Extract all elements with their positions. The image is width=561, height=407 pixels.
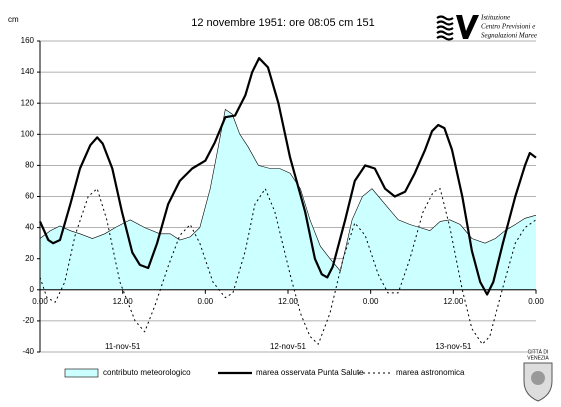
chart-title: 12 novembre 1951: ore 08:05 cm 151 — [191, 17, 374, 29]
x-tick-label: 0.00 — [32, 297, 48, 306]
logo-waves — [436, 15, 454, 41]
city-emblem: CITTÀ DI VENEZIA — [523, 348, 553, 402]
city-text: VENEZIA — [527, 355, 549, 361]
day-label: 11-nov-51 — [105, 342, 141, 351]
legend-label: marea astronomica — [396, 368, 465, 377]
y-tick-label: 140 — [21, 67, 35, 76]
x-tick-label: 12.00 — [278, 297, 299, 306]
x-tick-label: 0.00 — [198, 297, 214, 306]
city-text: CITTÀ DI — [528, 348, 549, 355]
logo-text: Segnalazioni Maree — [481, 32, 537, 40]
x-tick-label: 0.00 — [363, 297, 379, 306]
line — [38, 57, 537, 296]
y-tick-label: 120 — [21, 98, 35, 107]
logo-text: Istituzione — [480, 14, 510, 22]
area — [40, 109, 536, 290]
x-tick-label: 0.00 — [528, 297, 544, 306]
y-tick-label: -40 — [22, 347, 34, 356]
x-tick-label: 12.00 — [443, 297, 464, 306]
legend-label: contributo meteorologico — [103, 368, 191, 377]
legend-swatch — [64, 368, 99, 378]
area-outline — [39, 108, 537, 272]
logo: Istituzione Centro Previsioni e Segnalaz… — [436, 14, 537, 41]
x-tick-label: 12.00 — [113, 297, 134, 306]
day-label: 12-nov-51 — [270, 342, 307, 351]
logo-text: Centro Previsioni e — [481, 23, 535, 31]
y-tick-label: 160 — [21, 36, 35, 45]
y-axis-label: cm — [8, 15, 19, 24]
y-tick-label: -20 — [22, 316, 34, 325]
y-tick-label: 100 — [21, 129, 35, 138]
y-tick-label: 40 — [25, 223, 34, 232]
logo-v — [456, 15, 479, 39]
emblem-figure — [531, 371, 545, 385]
y-tick-label: 80 — [25, 161, 34, 170]
day-label: 13-nov-51 — [435, 342, 472, 351]
y-tick-label: 20 — [25, 254, 34, 263]
y-tick-label: 60 — [25, 192, 34, 201]
y-tick-label: 0 — [30, 285, 35, 294]
legend-label: marea osservata Punta Salute — [256, 368, 364, 377]
